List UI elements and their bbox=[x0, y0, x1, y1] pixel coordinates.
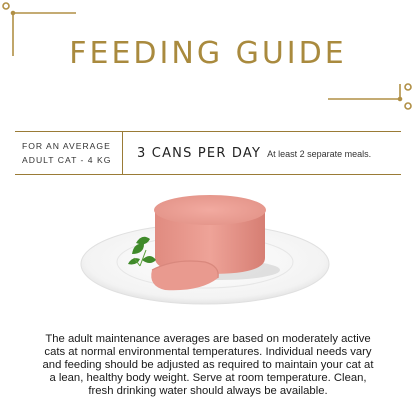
feeding-info-box: FOR AN AVERAGE ADULT CAT - 4 KG 3 CANS P… bbox=[15, 131, 401, 175]
food-plate-photo-icon bbox=[80, 195, 330, 305]
cat-profile-line-1: FOR AN AVERAGE bbox=[22, 141, 111, 151]
feeding-amount: 3 CANS PER DAY bbox=[137, 145, 262, 161]
corner-flourish-icon bbox=[328, 83, 412, 110]
feeding-description: The adult maintenance averages are based… bbox=[42, 333, 374, 397]
feeding-note: At least 2 separate meals. bbox=[267, 148, 372, 159]
cat-profile-cell: FOR AN AVERAGE ADULT CAT - 4 KG bbox=[15, 132, 123, 174]
page-title: FEEDING GUIDE bbox=[69, 36, 347, 71]
corner-flourish-icon bbox=[2, 2, 76, 56]
feeding-amount-cell: 3 CANS PER DAY At least 2 separate meals… bbox=[123, 146, 371, 161]
cat-profile-line-2: ADULT CAT - 4 KG bbox=[22, 155, 112, 165]
